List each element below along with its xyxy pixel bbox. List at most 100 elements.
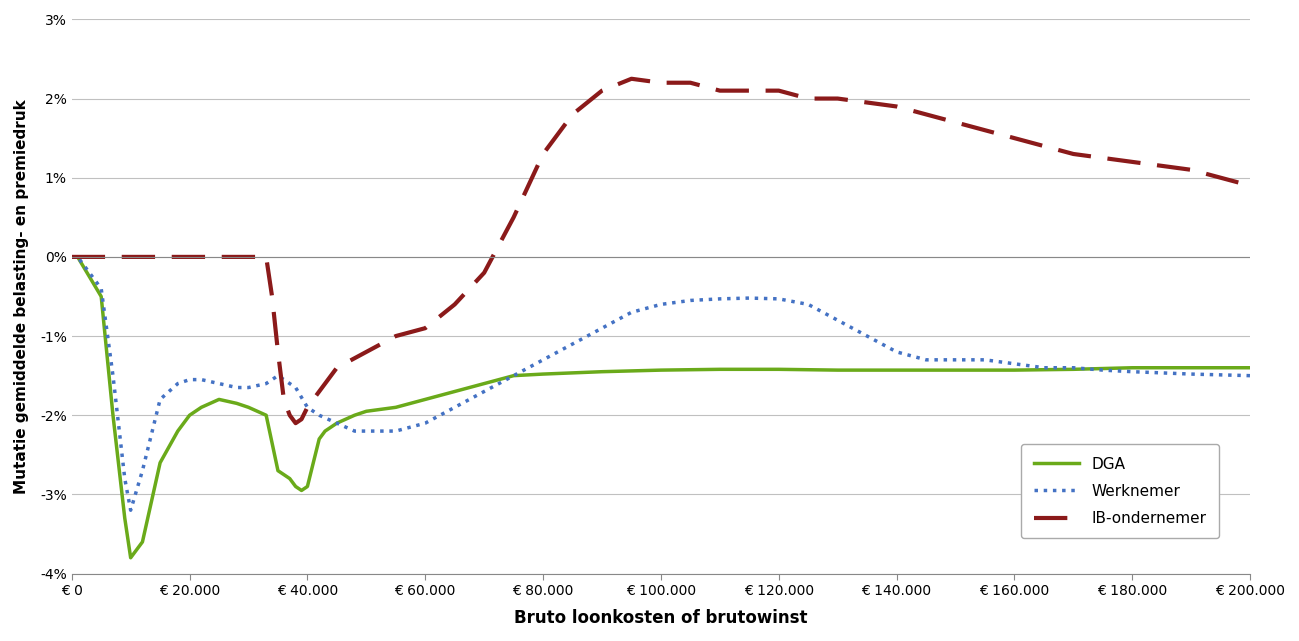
DGA xyxy=(388,403,404,411)
Werknemer xyxy=(1183,370,1199,378)
DGA xyxy=(152,459,168,467)
IB-ondernemer xyxy=(830,95,846,103)
DGA xyxy=(653,366,669,374)
DGA xyxy=(417,395,433,403)
Y-axis label: Mutatie gemiddelde belasting- en premiedruk: Mutatie gemiddelde belasting- en premied… xyxy=(14,99,29,494)
DGA xyxy=(288,483,304,490)
Werknemer xyxy=(800,301,816,308)
DGA xyxy=(1183,364,1199,372)
IB-ondernemer xyxy=(117,253,132,261)
DGA xyxy=(830,366,846,374)
IB-ondernemer xyxy=(1183,166,1199,174)
DGA xyxy=(64,253,79,261)
IB-ondernemer xyxy=(240,253,256,261)
IB-ondernemer xyxy=(712,87,727,94)
DGA xyxy=(240,403,256,411)
IB-ondernemer xyxy=(417,324,433,332)
IB-ondernemer xyxy=(388,332,404,340)
IB-ondernemer xyxy=(329,364,344,372)
Werknemer xyxy=(282,379,297,387)
DGA xyxy=(182,412,197,419)
IB-ondernemer xyxy=(259,253,274,261)
DGA xyxy=(535,370,551,378)
IB-ondernemer xyxy=(282,412,297,419)
DGA xyxy=(294,487,309,494)
IB-ondernemer xyxy=(270,348,286,356)
IB-ondernemer xyxy=(182,253,197,261)
IB-ondernemer xyxy=(889,103,904,110)
Werknemer xyxy=(1242,372,1257,379)
Legend: DGA, Werknemer, IB-ondernemer: DGA, Werknemer, IB-ondernemer xyxy=(1021,444,1218,538)
IB-ondernemer xyxy=(1065,150,1081,158)
IB-ondernemer xyxy=(359,348,374,356)
IB-ondernemer xyxy=(624,75,639,83)
DGA xyxy=(305,459,321,467)
IB-ondernemer xyxy=(123,253,139,261)
IB-ondernemer xyxy=(129,253,144,261)
IB-ondernemer xyxy=(212,253,227,261)
DGA xyxy=(270,467,286,474)
IB-ondernemer xyxy=(800,95,816,103)
Line: IB-ondernemer: IB-ondernemer xyxy=(71,79,1250,423)
IB-ondernemer xyxy=(742,87,757,94)
DGA xyxy=(212,395,227,403)
DGA xyxy=(447,388,462,395)
DGA xyxy=(300,483,316,490)
Line: DGA: DGA xyxy=(71,257,1250,558)
DGA xyxy=(105,412,121,419)
DGA xyxy=(889,366,904,374)
Werknemer xyxy=(229,384,244,392)
DGA xyxy=(772,365,787,373)
DGA xyxy=(712,365,727,373)
DGA xyxy=(317,428,333,435)
IB-ondernemer xyxy=(94,253,109,261)
IB-ondernemer xyxy=(64,253,79,261)
DGA xyxy=(117,514,132,522)
DGA xyxy=(1125,364,1141,372)
DGA xyxy=(505,372,521,379)
IB-ondernemer xyxy=(447,301,462,308)
DGA xyxy=(329,419,344,427)
IB-ondernemer xyxy=(505,213,521,221)
IB-ondernemer xyxy=(948,119,964,126)
Werknemer xyxy=(64,253,79,261)
IB-ondernemer xyxy=(594,87,609,94)
IB-ondernemer xyxy=(288,419,304,427)
Werknemer xyxy=(712,295,727,303)
X-axis label: Bruto loonkosten of brutowinst: Bruto loonkosten of brutowinst xyxy=(514,609,808,627)
IB-ondernemer xyxy=(653,79,669,87)
DGA xyxy=(70,253,86,261)
DGA xyxy=(94,293,109,301)
DGA xyxy=(312,435,327,443)
Line: Werknemer: Werknemer xyxy=(71,257,1250,510)
IB-ondernemer xyxy=(264,293,279,301)
DGA xyxy=(359,408,374,415)
DGA xyxy=(170,428,186,435)
Werknemer xyxy=(123,506,139,514)
DGA xyxy=(1242,364,1257,372)
Werknemer xyxy=(288,384,304,392)
IB-ondernemer xyxy=(477,269,492,276)
DGA xyxy=(282,475,297,483)
DGA xyxy=(229,399,244,407)
DGA xyxy=(135,538,151,545)
IB-ondernemer xyxy=(1242,182,1257,190)
IB-ondernemer xyxy=(772,87,787,94)
DGA xyxy=(948,366,964,374)
IB-ondernemer xyxy=(1125,158,1141,166)
DGA xyxy=(259,412,274,419)
DGA xyxy=(1065,365,1081,373)
IB-ondernemer xyxy=(294,415,309,423)
DGA xyxy=(194,403,209,411)
DGA xyxy=(347,412,362,419)
IB-ondernemer xyxy=(565,110,581,118)
IB-ondernemer xyxy=(277,395,292,403)
IB-ondernemer xyxy=(300,403,316,411)
IB-ondernemer xyxy=(152,253,168,261)
DGA xyxy=(477,379,492,387)
IB-ondernemer xyxy=(682,79,698,87)
DGA xyxy=(594,368,609,376)
IB-ondernemer xyxy=(535,150,551,158)
IB-ondernemer xyxy=(1007,135,1022,142)
DGA xyxy=(123,554,139,562)
